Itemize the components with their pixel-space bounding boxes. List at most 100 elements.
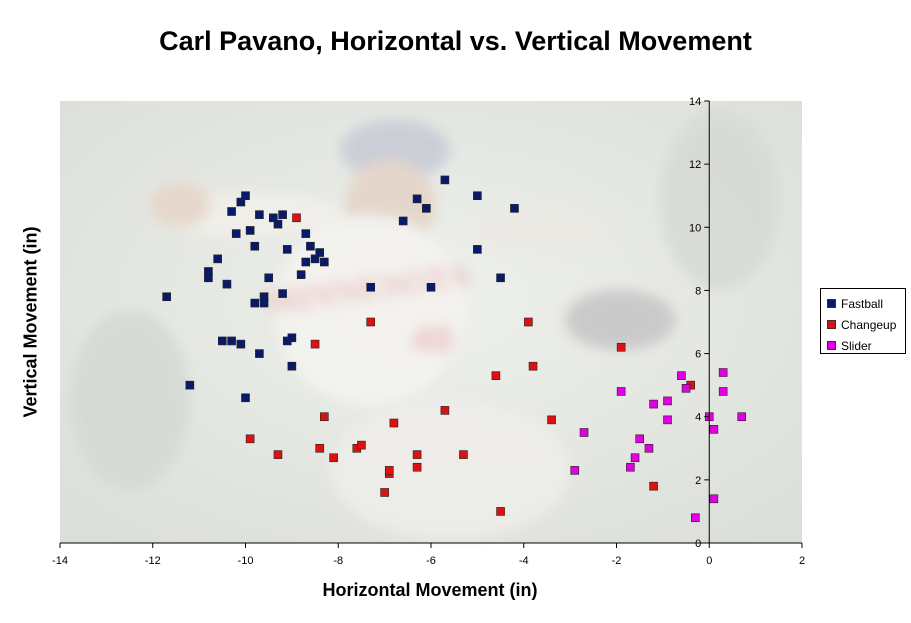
x-tick-label: -6 (426, 555, 436, 567)
fastball-point (426, 282, 436, 292)
x-tick-label: -4 (519, 555, 529, 567)
y-tick-label: 2 (695, 475, 701, 487)
slider-point (663, 396, 672, 406)
slider-point (579, 428, 589, 437)
fastball-point (162, 292, 171, 302)
axes: -14 -12 -10 -8 -6 -4 -2 0 2 0 2 4 6 8 10 12 14 (52, 96, 805, 567)
y-axis-label: Vertical Movement (in) (20, 226, 41, 418)
changeup-point (649, 481, 658, 491)
photo-jersey-number: 48 (411, 319, 453, 361)
x-axis-label: Horizontal Movement (in) (322, 580, 538, 600)
fastball-point (222, 279, 232, 289)
slider-point (635, 434, 644, 444)
slider-point (709, 425, 719, 434)
changeup-point (440, 406, 450, 415)
slider-point (718, 368, 728, 377)
changeup-point (380, 488, 389, 497)
x-tick-label: -12 (145, 555, 161, 567)
changeup-point (292, 213, 301, 223)
legend-entry-fastball: Fastball (827, 293, 905, 314)
fastball-point (273, 219, 283, 229)
legend-label-fastball: Fastball (841, 296, 884, 311)
legend-entry-slider: Slider (827, 335, 905, 356)
fastball-point (412, 194, 422, 204)
changeup-point (245, 434, 255, 444)
slider-point (663, 415, 672, 425)
fastball-point (213, 254, 222, 264)
fastball-point (250, 241, 260, 251)
fastball-point (278, 210, 287, 219)
changeup-point (357, 440, 366, 450)
fastball-point (473, 191, 482, 201)
x-tick-label: 0 (706, 555, 712, 567)
fastball-point (398, 216, 408, 226)
fastball-point (227, 207, 236, 216)
slider-point (616, 387, 626, 396)
fastball-point (301, 257, 311, 267)
legend-swatch-slider (827, 341, 836, 350)
fastball-point (236, 197, 246, 207)
changeup-point (528, 361, 538, 371)
changeup-point (496, 507, 505, 516)
slider-point (691, 513, 700, 523)
fastball-point (250, 298, 260, 308)
legend-swatch-changeup (827, 320, 836, 329)
legend-swatch-fastball (827, 299, 836, 308)
changeup-point (389, 418, 399, 428)
x-tick-label: -14 (52, 555, 68, 567)
fastball-point (236, 339, 246, 349)
fastball-point (255, 349, 264, 358)
slider-point (709, 494, 719, 504)
slider-point (570, 466, 580, 475)
fastball-point (255, 210, 264, 219)
fastball-point (296, 270, 306, 279)
x-tick-label: -2 (612, 555, 622, 567)
slider-point (681, 383, 691, 393)
changeup-point (315, 443, 325, 453)
fastball-point (287, 361, 297, 371)
y-tick-label: 8 (695, 285, 701, 297)
slider-point (626, 462, 635, 472)
legend: Fastball Changeup Slider (820, 288, 906, 354)
changeup-point (412, 462, 422, 472)
y-tick-label: 14 (689, 96, 701, 108)
fastball-point (245, 226, 255, 235)
fastball-point (278, 289, 287, 298)
data-points (162, 175, 747, 523)
fastball-point (510, 204, 519, 213)
changeup-point (329, 453, 338, 463)
slider-point (649, 399, 658, 409)
fastball-point (241, 393, 250, 403)
changeup-point (459, 450, 468, 459)
changeup-point (616, 342, 626, 352)
fastball-point (366, 282, 376, 292)
y-tick-label: 4 (695, 412, 701, 424)
legend-label-slider: Slider (841, 338, 872, 353)
changeup-point (320, 412, 329, 422)
changeup-point (412, 450, 422, 459)
fastball-point (473, 245, 482, 254)
fastball-point (315, 248, 325, 257)
x-tick-label: -8 (333, 555, 343, 567)
y-tick-label: 0 (695, 538, 701, 550)
fastball-point (269, 213, 278, 223)
fastball-point (231, 229, 241, 238)
slider-point (737, 412, 747, 422)
fastball-point (241, 191, 250, 201)
x-tick-label: -10 (238, 555, 254, 567)
legend-label-changeup: Changeup (841, 317, 897, 332)
slider-point (677, 371, 686, 380)
fastball-point (496, 273, 505, 283)
changeup-point (310, 339, 320, 349)
fastball-point (282, 245, 292, 254)
changeup-point (524, 317, 533, 327)
fastball-point (306, 241, 315, 251)
x-tick-label: 2 (799, 555, 805, 567)
fastball-point (185, 380, 195, 390)
fastball-point (440, 175, 450, 185)
fastball-point (204, 273, 213, 283)
chart-title: Carl Pavano, Horizontal vs. Vertical Mov… (159, 26, 752, 56)
changeup-point (273, 450, 283, 459)
changeup-point (547, 415, 556, 425)
